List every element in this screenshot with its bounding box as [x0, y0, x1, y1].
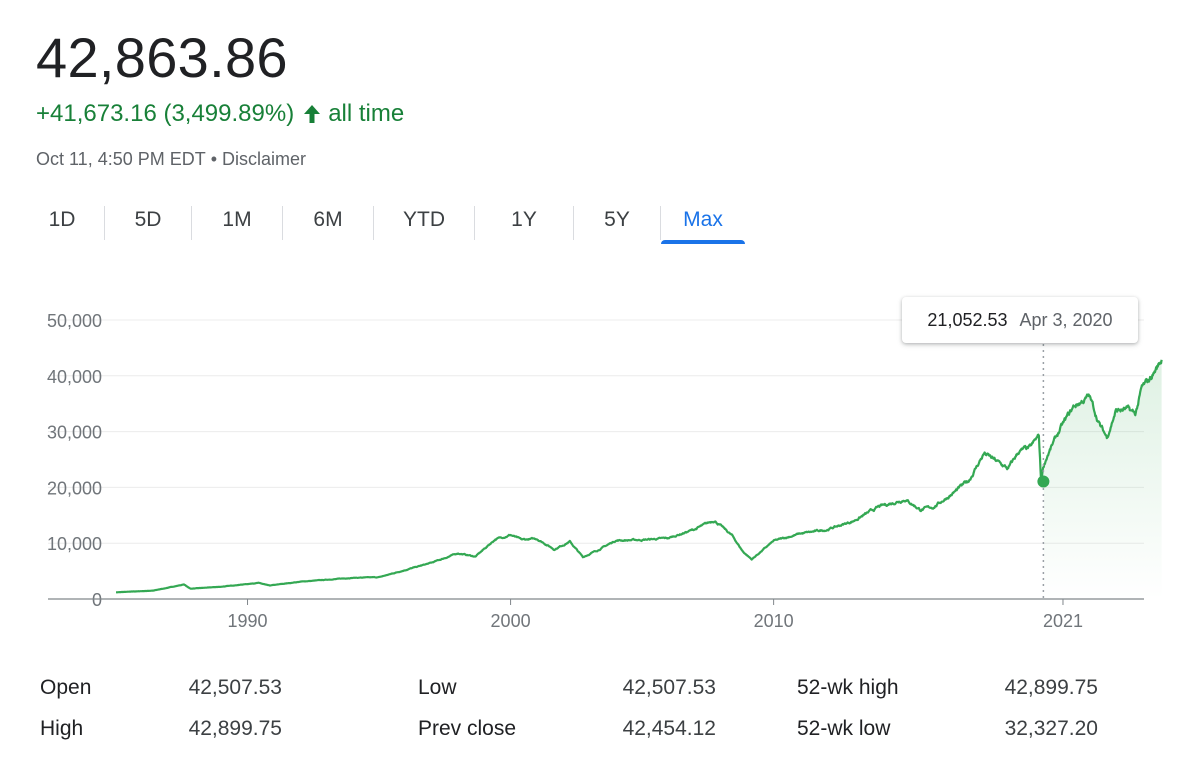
disclaimer-link[interactable]: Disclaimer — [222, 149, 307, 169]
stat-label-prev-close: Prev close — [418, 717, 517, 740]
tab-separator — [573, 206, 574, 240]
stat-label-low: Low — [418, 676, 457, 699]
tooltip-value: 21,052.53 — [927, 309, 1008, 330]
highlight-area — [1043, 359, 1162, 599]
stat-label-52-wk-high: 52-wk high — [797, 676, 899, 699]
x-tick-label: 2021 — [1043, 611, 1083, 631]
tab-separator — [660, 206, 661, 240]
key-stats: Open 42,507.53 Low 42,507.53 52-wk high 42,89… — [40, 668, 1140, 750]
tab-6m[interactable]: 6M — [313, 208, 343, 231]
tab-1m[interactable]: 1M — [222, 208, 252, 231]
tab-separator — [104, 206, 105, 240]
change-period: all time — [328, 100, 405, 127]
timestamp: Oct 11, 4:50 PM EDT — [36, 149, 206, 169]
x-tick-label: 2010 — [754, 611, 794, 631]
tab-5d[interactable]: 5D — [134, 208, 162, 231]
separator: • — [210, 149, 218, 169]
y-tick-label: 50,000 — [47, 311, 102, 331]
stat-value-open: 42,507.53 — [188, 676, 282, 699]
tooltip-date: Apr 3, 2020 — [1019, 309, 1113, 330]
stat-value-prev-close: 42,454.12 — [622, 717, 716, 740]
stat-label-high: High — [40, 717, 84, 740]
current-price: 42,863.86 — [36, 26, 288, 89]
tab-separator — [373, 206, 374, 240]
tab-1y[interactable]: 1Y — [511, 208, 537, 231]
tab-ytd[interactable]: YTD — [403, 208, 445, 231]
stat-value-low: 42,507.53 — [622, 676, 716, 699]
hover-point — [1037, 475, 1050, 488]
range-tabs: 1D 5D 1M 6M YTD 1Y 5Y Max — [20, 198, 745, 246]
chart-tooltip: 21,052.53 Apr 3, 2020 — [902, 297, 1138, 343]
y-tick-label: 10,000 — [47, 534, 102, 554]
as-of-line: Oct 11, 4:50 PM EDT • Disclaimer — [36, 147, 306, 171]
change-amount: +41,673.16 (3,499.89%) — [36, 100, 295, 127]
x-tick-label: 1990 — [228, 611, 268, 631]
tab-5y[interactable]: 5Y — [604, 208, 630, 231]
y-tick-label: 40,000 — [47, 367, 102, 387]
x-tick-label: 2000 — [491, 611, 531, 631]
stat-label-open: Open — [40, 676, 92, 699]
tab-1d[interactable]: 1D — [48, 208, 76, 231]
stats-row: Open 42,507.53 Low 42,507.53 52-wk high 42,89… — [40, 668, 1140, 709]
stat-label-52-wk-low: 52-wk low — [797, 717, 891, 740]
tab-separator — [474, 206, 475, 240]
y-tick-label: 30,000 — [47, 423, 102, 443]
y-tick-label: 20,000 — [47, 478, 102, 498]
stats-row: High 42,899.75 Prev close 42,454.12 52-wk lo… — [40, 709, 1140, 750]
tab-max[interactable]: Max — [661, 198, 745, 244]
stat-value-52-wk-low: 32,327.20 — [1004, 717, 1098, 740]
series-line — [115, 359, 1163, 594]
price-chart[interactable]: 0 10,000 20,000 30,000 40,000 50,000 1990 2000 2… — [0, 280, 1202, 650]
arrow-up-icon — [304, 105, 321, 123]
price-change: +41,673.16 (3,499.89%) all time — [36, 98, 404, 130]
tab-separator — [282, 206, 283, 240]
stat-value-52-wk-high: 42,899.75 — [1004, 676, 1098, 699]
y-tick-label: 0 — [92, 590, 102, 610]
stat-value-high: 42,899.75 — [188, 717, 282, 740]
tab-separator — [191, 206, 192, 240]
